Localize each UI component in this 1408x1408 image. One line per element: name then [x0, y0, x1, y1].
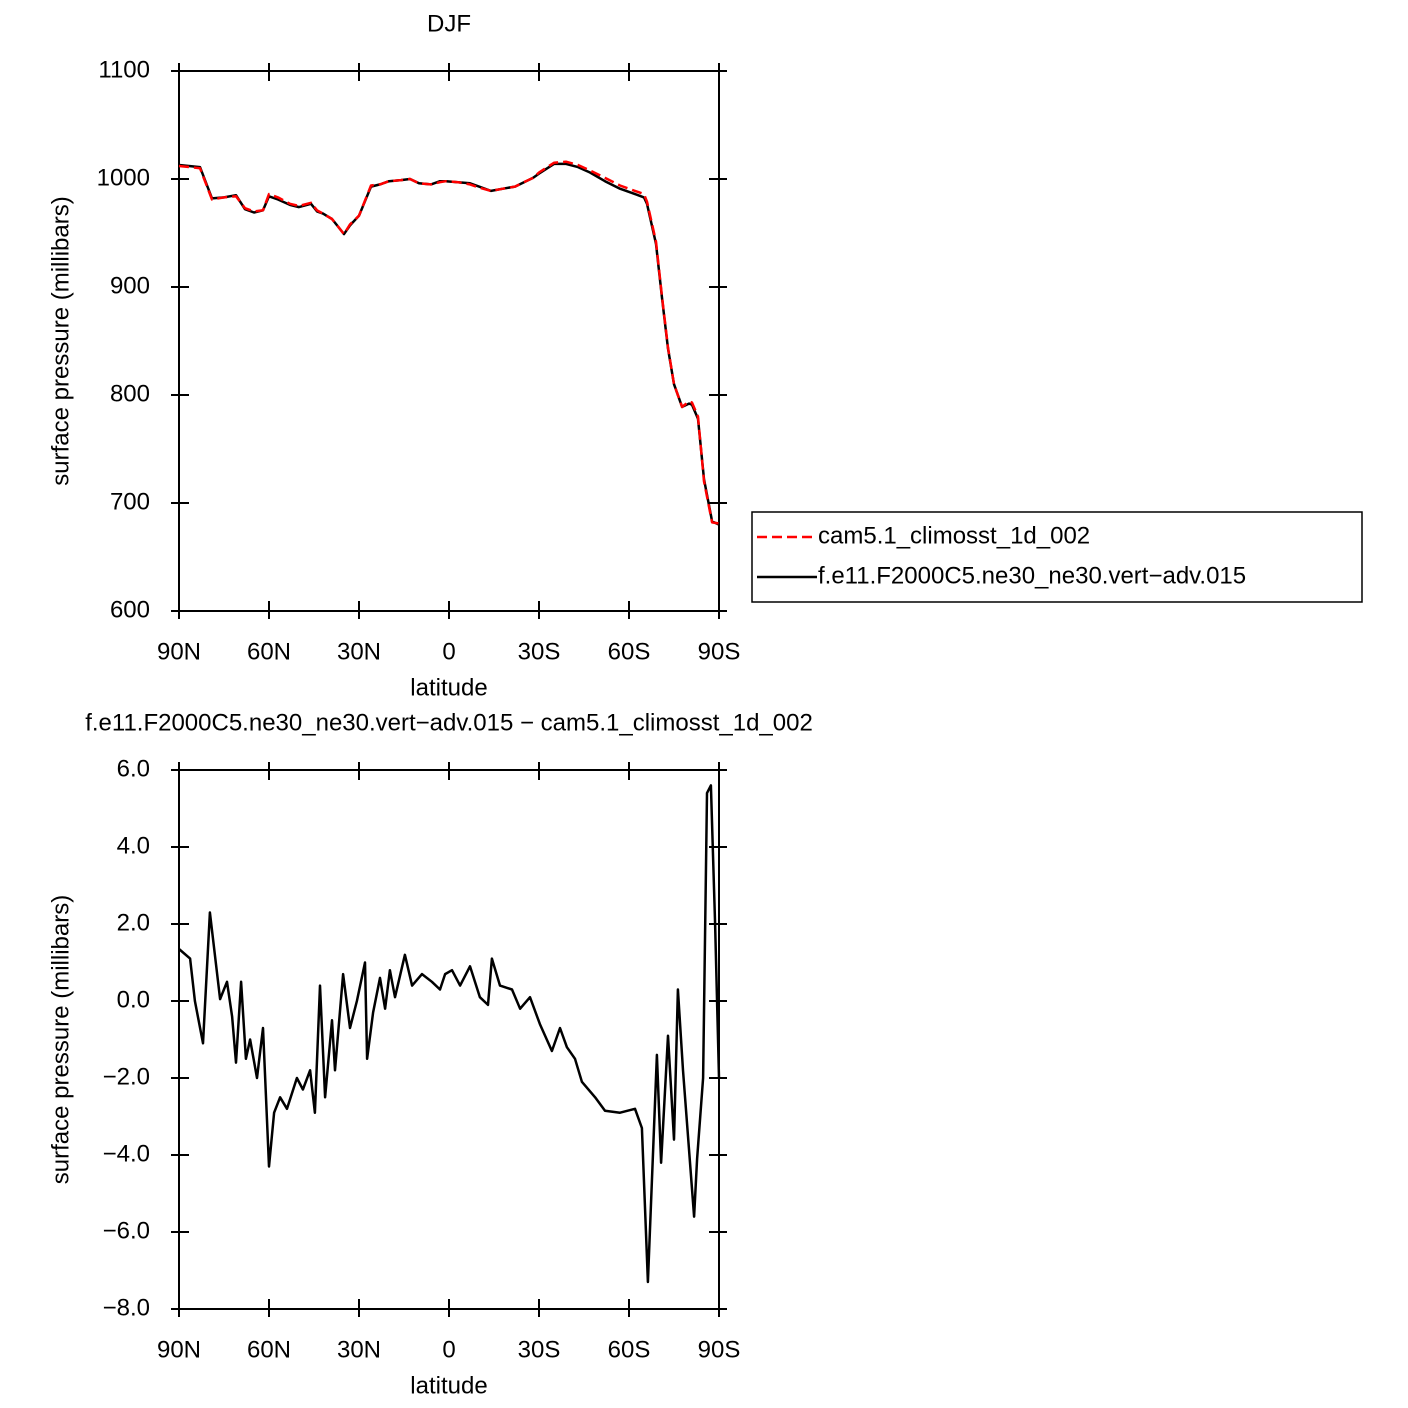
plot-frame [178, 769, 720, 1310]
legend-label: cam5.1_climosst_1d_002 [818, 522, 1090, 549]
chart-title: DJF [427, 10, 471, 37]
x-tick-label: 90N [157, 638, 201, 665]
y-axis-label: surface pressure (millibars) [47, 196, 74, 485]
x-tick-label: 30N [337, 638, 381, 665]
y-axis-label: surface pressure (millibars) [47, 895, 74, 1184]
plot-frame [178, 70, 720, 612]
x-tick-label: 0 [442, 638, 455, 665]
x-tick-label: 30S [518, 638, 561, 665]
x-tick-label: 60N [247, 1336, 291, 1363]
y-tick-label: −4.0 [103, 1140, 150, 1167]
x-tick-label: 0 [442, 1336, 455, 1363]
data-line [178, 162, 720, 526]
x-tick-label: 60S [608, 1336, 651, 1363]
x-tick-label: 60S [608, 638, 651, 665]
y-tick-label: −8.0 [103, 1294, 150, 1321]
x-tick-label: 30S [518, 1336, 561, 1363]
data-line [178, 160, 720, 525]
x-tick-label: 90S [698, 638, 741, 665]
y-tick-label: 600 [110, 596, 150, 623]
y-tick-label: 2.0 [117, 909, 150, 936]
y-tick-label: 0.0 [117, 986, 150, 1013]
y-tick-label: 4.0 [117, 832, 150, 859]
x-tick-label: 30N [337, 1336, 381, 1363]
y-tick-label: 6.0 [117, 755, 150, 782]
legend-label: f.e11.F2000C5.ne30_ne30.vert−adv.015 [818, 562, 1246, 589]
data-line [178, 784, 721, 1284]
y-tick-label: −6.0 [103, 1217, 150, 1244]
legend-box [751, 511, 1363, 603]
y-tick-label: 900 [110, 272, 150, 299]
x-tick-label: 90N [157, 1336, 201, 1363]
y-tick-label: 800 [110, 380, 150, 407]
x-axis-label: latitude [410, 674, 487, 701]
chart-title: f.e11.F2000C5.ne30_ne30.vert−adv.015 − c… [85, 709, 813, 736]
y-tick-label: 1000 [97, 164, 150, 191]
y-tick-label: 700 [110, 488, 150, 515]
y-tick-label: −2.0 [103, 1063, 150, 1090]
x-tick-label: 60N [247, 638, 291, 665]
x-tick-label: 90S [698, 1336, 741, 1363]
y-tick-label: 1100 [98, 56, 150, 83]
x-axis-label: latitude [410, 1372, 487, 1399]
